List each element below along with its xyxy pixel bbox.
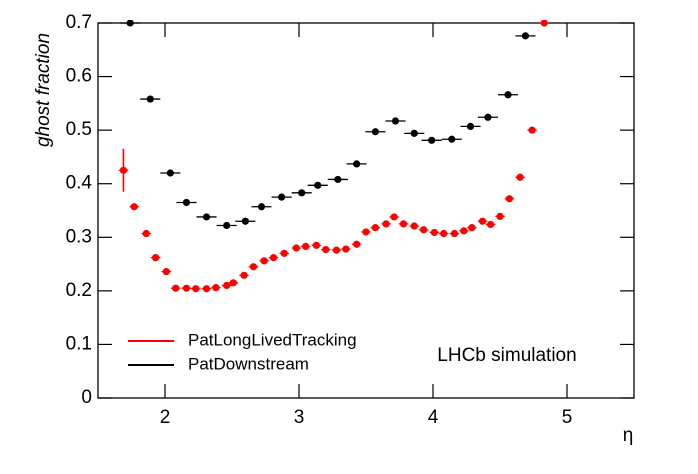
y-axis-label: ghost fraction — [33, 33, 54, 147]
y-tick-label: 0.5 — [66, 119, 92, 140]
data-point — [269, 254, 278, 262]
data-point — [528, 126, 536, 134]
data-point — [240, 271, 248, 279]
legend-label: PatLongLivedTracking — [188, 330, 357, 349]
data-point — [146, 95, 154, 103]
data-point — [371, 224, 379, 232]
data-point — [126, 20, 134, 27]
data-point — [450, 229, 459, 238]
data-point — [152, 254, 160, 262]
data-point — [212, 284, 220, 292]
annotation: LHCb simulation — [437, 345, 576, 366]
data-point — [302, 242, 310, 250]
data-point — [448, 135, 456, 143]
data-point — [162, 267, 170, 276]
data-point — [130, 203, 138, 211]
legend-label: PatDownstream — [188, 354, 309, 373]
data-point — [466, 122, 475, 130]
data-point — [362, 228, 370, 236]
data-point — [430, 228, 438, 237]
data-point — [312, 241, 321, 249]
data-point — [332, 246, 341, 254]
x-tick-label: 4 — [428, 407, 439, 428]
data-point — [119, 166, 128, 174]
x-tick-label: 2 — [160, 407, 171, 428]
y-tick-label: 0.7 — [66, 12, 92, 33]
data-point — [257, 203, 266, 211]
data-point — [468, 224, 476, 232]
data-point — [322, 246, 330, 254]
x-axis-label: η — [623, 425, 634, 446]
y-tick-label: 0.3 — [66, 226, 92, 247]
data-point — [166, 169, 174, 177]
data-point — [504, 91, 512, 99]
data-point — [390, 213, 398, 221]
data-point — [484, 113, 492, 121]
data-point — [277, 193, 286, 201]
data-point — [241, 217, 249, 225]
data-point — [182, 198, 191, 207]
data-point — [353, 160, 361, 168]
data-point — [223, 281, 231, 290]
data-point — [280, 249, 288, 257]
data-point — [202, 213, 211, 221]
plot-marks — [118, 20, 549, 293]
data-point — [298, 189, 306, 197]
y-tick-label: 0.1 — [66, 333, 92, 354]
data-point — [292, 244, 300, 252]
y-tick-label: 0.6 — [66, 66, 92, 87]
plot-frame — [97, 22, 635, 399]
data-point — [410, 222, 418, 230]
data-point — [540, 20, 548, 27]
data-point — [223, 221, 231, 230]
x-tick-label: 3 — [294, 407, 305, 428]
data-point — [342, 245, 350, 253]
data-point — [353, 240, 361, 248]
data-point — [420, 226, 428, 234]
data-point — [249, 263, 258, 271]
data-point — [521, 32, 530, 40]
data-point — [202, 285, 211, 293]
data-point — [260, 257, 268, 265]
data-point — [172, 284, 180, 292]
x-tick-label: 5 — [562, 407, 573, 428]
data-point — [428, 136, 436, 144]
data-point — [440, 229, 448, 238]
data-point — [382, 220, 390, 228]
data-point — [399, 220, 408, 228]
data-point — [487, 220, 495, 229]
data-point — [460, 227, 468, 235]
data-point — [516, 173, 524, 181]
data-point — [391, 117, 400, 125]
data-point — [410, 129, 418, 137]
data-point — [371, 128, 379, 136]
y-tick-label: 0 — [81, 387, 92, 408]
data-point — [314, 181, 322, 189]
data-point — [142, 229, 150, 238]
data-point — [182, 284, 191, 292]
y-tick-label: 0.4 — [66, 173, 93, 194]
data-point — [505, 195, 513, 203]
data-point — [334, 175, 342, 184]
data-point — [229, 279, 237, 287]
y-tick-label: 0.2 — [66, 280, 92, 301]
data-point — [478, 217, 487, 225]
data-point — [192, 285, 200, 293]
data-point — [496, 212, 504, 220]
